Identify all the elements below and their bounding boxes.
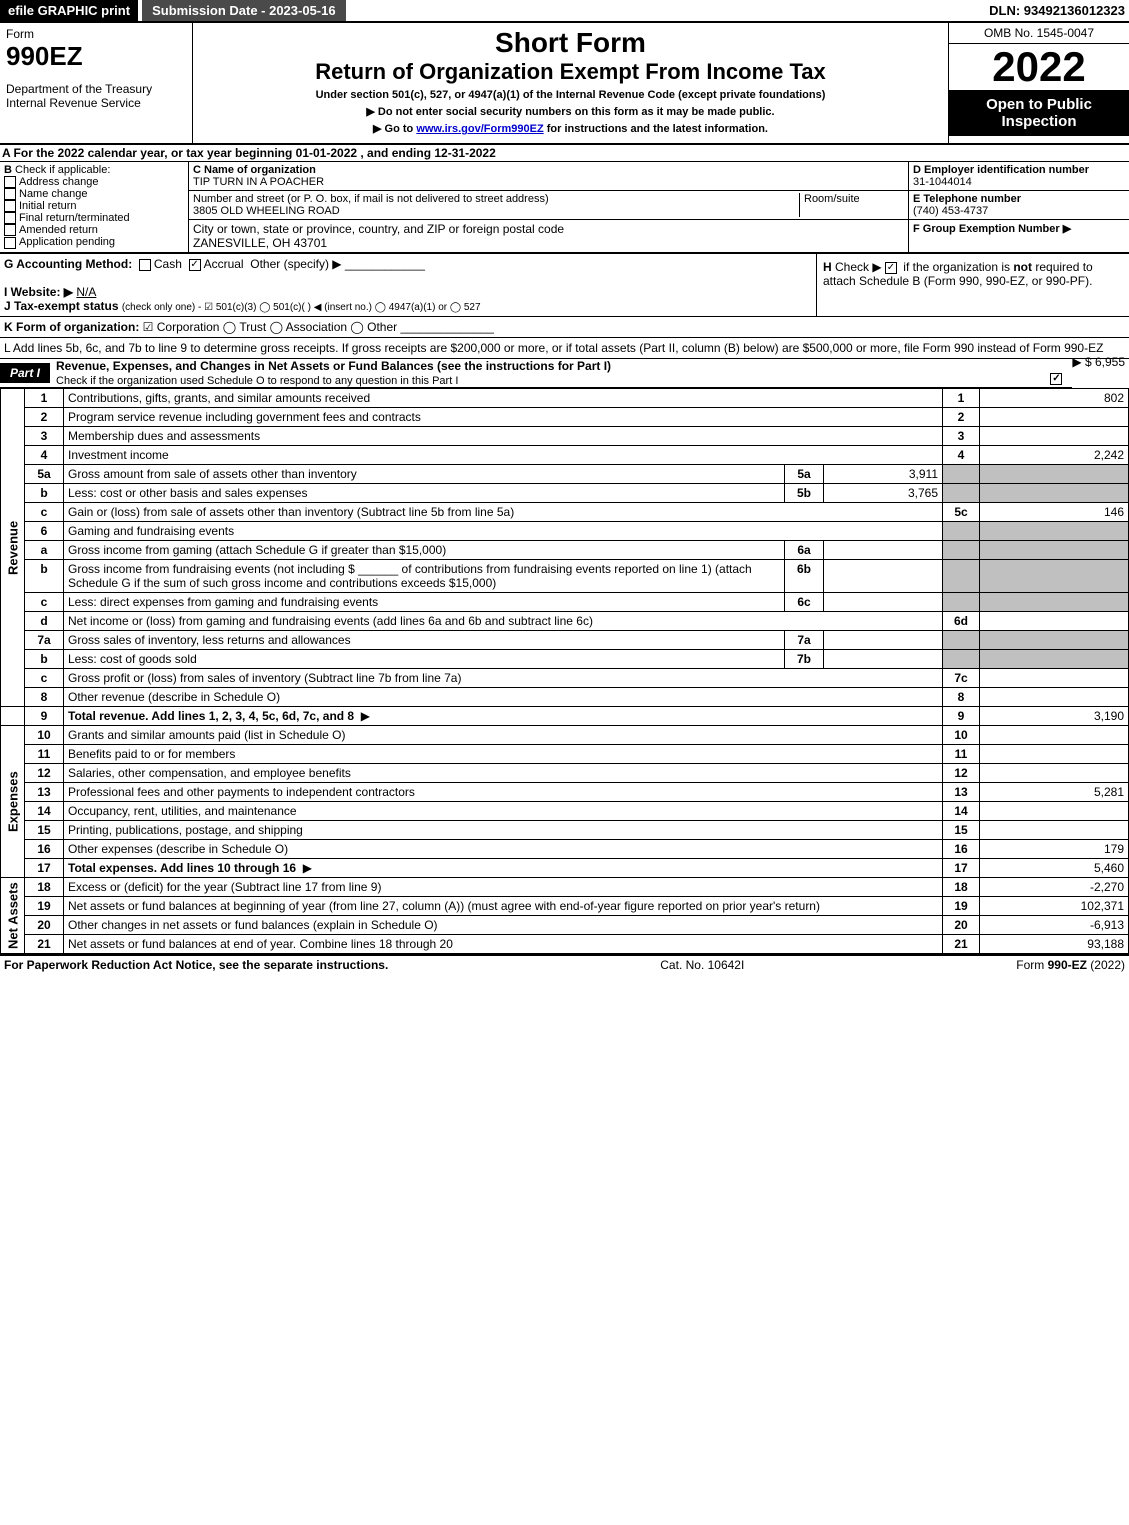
line-6b-value xyxy=(824,560,943,593)
under-section: Under section 501(c), 527, or 4947(a)(1)… xyxy=(199,89,942,101)
phone-value: (740) 453-4737 xyxy=(913,205,988,217)
h-label: H xyxy=(823,260,832,274)
line-6d-value xyxy=(980,612,1129,631)
addr-label: Number and street (or P. O. box, if mail… xyxy=(193,193,549,205)
form-number: 990EZ xyxy=(6,41,186,72)
line-12-value xyxy=(980,764,1129,783)
phone-label: E Telephone number xyxy=(913,193,1021,205)
initial-return-checkbox[interactable] xyxy=(4,200,16,212)
line-5c-value: 146 xyxy=(980,503,1129,522)
line-7a-value xyxy=(824,631,943,650)
tax-exempt-options: (check only one) - ☑ 501(c)(3) ◯ 501(c)(… xyxy=(122,302,481,313)
line-20-value: -6,913 xyxy=(980,916,1129,935)
room-suite-label: Room/suite xyxy=(804,193,860,205)
org-info-grid: B Check if applicable: Address change Na… xyxy=(0,162,1129,254)
line-9-value: 3,190 xyxy=(980,707,1129,726)
line-3-value xyxy=(980,427,1129,446)
omb-number: OMB No. 1545-0047 xyxy=(949,23,1129,44)
name-org-label: C Name of organization xyxy=(193,164,316,176)
line-15-value xyxy=(980,821,1129,840)
goto-link[interactable]: www.irs.gov/Form990EZ xyxy=(416,123,543,135)
line-18-value: -2,270 xyxy=(980,878,1129,897)
line-17-value: 5,460 xyxy=(980,859,1129,878)
part-1-table: Revenue 1 Contributions, gifts, grants, … xyxy=(0,388,1129,954)
website-value: N/A xyxy=(76,285,96,299)
dept-label: Department of the Treasury xyxy=(6,82,186,96)
final-return-checkbox[interactable] xyxy=(4,212,16,224)
other-method: Other (specify) ▶ xyxy=(250,257,341,271)
address-change-checkbox[interactable] xyxy=(4,176,16,188)
line-13-value: 5,281 xyxy=(980,783,1129,802)
open-inspection: Open to Public Inspection xyxy=(949,90,1129,136)
group-exemption-label: F Group Exemption Number ▶ xyxy=(913,223,1071,235)
ein-value: 31-1044014 xyxy=(913,176,972,188)
street-address: 3805 OLD WHEELING ROAD xyxy=(193,205,340,217)
city-label: City or town, state or province, country… xyxy=(193,222,564,236)
line-21-value: 93,188 xyxy=(980,935,1129,954)
city-state-zip: ZANESVILLE, OH 43701 xyxy=(193,236,327,250)
line-7c-value xyxy=(980,669,1129,688)
ssn-warning: ▶ Do not enter social security numbers o… xyxy=(199,105,942,118)
line-14-value xyxy=(980,802,1129,821)
org-name: TIP TURN IN A POACHER xyxy=(193,176,324,188)
line-5b-value: 3,765 xyxy=(824,484,943,503)
tax-exempt-label: J Tax-exempt status xyxy=(4,299,119,313)
ein-label: D Employer identification number xyxy=(913,164,1089,176)
paperwork-notice: For Paperwork Reduction Act Notice, see … xyxy=(4,958,388,972)
line-19-value: 102,371 xyxy=(980,897,1129,916)
cat-no: Cat. No. 10642I xyxy=(660,958,744,972)
short-form-title: Short Form xyxy=(199,27,942,59)
accrual-checkbox[interactable] xyxy=(189,259,201,271)
form-header: Form 990EZ Department of the Treasury In… xyxy=(0,23,1129,145)
form-label: Form xyxy=(6,27,186,41)
application-pending-checkbox[interactable] xyxy=(4,237,16,249)
submission-date: Submission Date - 2023-05-16 xyxy=(142,0,346,21)
dln-label: DLN: 93492136012323 xyxy=(989,3,1129,18)
efile-badge[interactable]: efile GRAPHIC print xyxy=(0,0,138,21)
goto-line: ▶ Go to www.irs.gov/Form990EZ for instru… xyxy=(199,122,942,135)
line-11-value xyxy=(980,745,1129,764)
line-2-value xyxy=(980,408,1129,427)
cash-checkbox[interactable] xyxy=(139,259,151,271)
line-k: K Form of organization: ☑ Corporation ◯ … xyxy=(0,317,1129,338)
page-footer: For Paperwork Reduction Act Notice, see … xyxy=(0,954,1129,974)
accounting-method-label: G Accounting Method: xyxy=(4,257,132,271)
part-1-tab: Part I xyxy=(0,363,50,383)
line-1-value: 802 xyxy=(980,389,1129,408)
line-l: L Add lines 5b, 6c, and 7b to line 9 to … xyxy=(0,338,1129,359)
line-8-value xyxy=(980,688,1129,707)
line-4-value: 2,242 xyxy=(980,446,1129,465)
tax-year: 2022 xyxy=(949,44,1129,90)
revenue-side-label: Revenue xyxy=(1,389,25,707)
schedule-b-checkbox[interactable] xyxy=(885,262,897,274)
gross-receipts: ▶ $ 6,955 xyxy=(1072,355,1125,369)
amended-return-checkbox[interactable] xyxy=(4,224,16,236)
line-a: A For the 2022 calendar year, or tax yea… xyxy=(0,145,1129,162)
line-5a-value: 3,911 xyxy=(824,465,943,484)
line-10-value xyxy=(980,726,1129,745)
line-6a-value xyxy=(824,541,943,560)
netassets-side-label: Net Assets xyxy=(1,878,25,954)
return-title: Return of Organization Exempt From Incom… xyxy=(199,59,942,85)
irs-label: Internal Revenue Service xyxy=(6,96,186,110)
name-change-checkbox[interactable] xyxy=(4,188,16,200)
line-7b-value xyxy=(824,650,943,669)
line-6c-value xyxy=(824,593,943,612)
top-bar: efile GRAPHIC print Submission Date - 20… xyxy=(0,0,1129,23)
expenses-side-label: Expenses xyxy=(1,726,25,878)
part-1-header: Part I Revenue, Expenses, and Changes in… xyxy=(0,359,1072,388)
website-label: I Website: ▶ xyxy=(4,285,73,299)
form-footer-label: Form 990-EZ (2022) xyxy=(1016,958,1125,972)
schedule-o-checkbox[interactable] xyxy=(1050,373,1062,385)
line-16-value: 179 xyxy=(980,840,1129,859)
